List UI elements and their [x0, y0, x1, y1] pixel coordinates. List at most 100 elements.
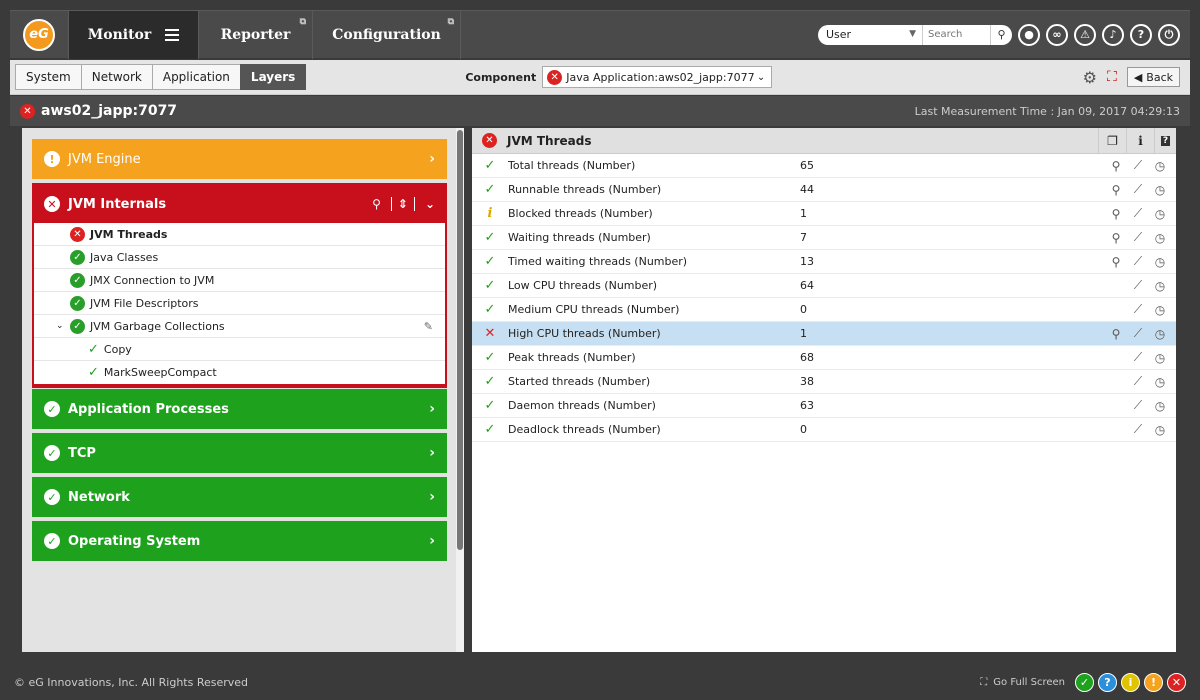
topology-icon[interactable]: ⛶	[1107, 69, 1117, 85]
warning-status-icon[interactable]: !	[1144, 672, 1163, 692]
menu-icon[interactable]	[165, 28, 180, 41]
detail-search-icon[interactable]: ⚲	[1111, 206, 1121, 221]
power-icon[interactable]: ⏻	[1158, 23, 1180, 46]
expand-chevron-icon[interactable]: ⌄	[56, 321, 64, 331]
layer-tcp[interactable]: ✓ TCP ›	[32, 433, 447, 473]
layer-network[interactable]: ✓ Network ›	[32, 477, 447, 517]
help-icon[interactable]: ?	[1130, 23, 1152, 46]
test-jvm-threads[interactable]: ✕ JVM Threads	[34, 223, 445, 246]
measure-value: 44	[800, 183, 814, 196]
tab-network[interactable]: Network	[80, 64, 153, 90]
measure-row[interactable]: ✓ Total threads (Number) 65 ⚲ ⟋ ◷	[472, 154, 1176, 178]
history-icon[interactable]: ◷	[1154, 422, 1166, 437]
layer-jvm-internals-header[interactable]: ✕ JVM Internals ⚲ ⇕ ⌄	[34, 185, 445, 223]
history-icon[interactable]: ◷	[1154, 326, 1166, 341]
history-icon[interactable]: ◷	[1154, 398, 1166, 413]
info-status-icon[interactable]: i	[1121, 672, 1140, 692]
search-input[interactable]	[922, 24, 990, 45]
tab-configuration[interactable]: Configuration ⧉	[312, 10, 460, 59]
test-jvm-garbage-collections[interactable]: ⌄ ✓ JVM Garbage Collections ✎	[34, 315, 445, 338]
measure-row[interactable]: ✓Low CPU threads (Number)64⚲⟋◷	[472, 274, 1176, 298]
graph-icon[interactable]: ⟋	[1133, 302, 1143, 316]
history-icon[interactable]: ◷	[1154, 158, 1166, 173]
critical-status-icon[interactable]: ✕	[1167, 672, 1186, 692]
graph-icon[interactable]: ⟋	[1133, 422, 1143, 436]
graph-icon[interactable]: ⟋	[1133, 206, 1143, 220]
history-icon[interactable]: ◷	[1154, 374, 1166, 389]
history-icon[interactable]: ◷	[1154, 278, 1166, 293]
measure-name: High CPU threads (Number)	[508, 327, 661, 340]
layer-jvm-engine[interactable]: ! JVM Engine ›	[32, 139, 447, 179]
search-icon[interactable]: ⚲	[990, 24, 1012, 45]
component-select[interactable]: ✕ Java Application:aws02_japp:7077 ⌄	[542, 66, 773, 88]
history-icon[interactable]: ◷	[1154, 182, 1166, 197]
full-screen-toggle[interactable]: ⛶ Go Full Screen	[980, 677, 1065, 688]
graph-icon[interactable]: ⟋	[1133, 326, 1143, 340]
measure-row[interactable]: ✓ Timed waiting threads (Number) 13 ⚲ ⟋ ◷	[472, 250, 1176, 274]
detail-search-icon[interactable]: ⚲	[1111, 158, 1121, 173]
user-select-value: User	[826, 27, 852, 41]
test-marksweepcompact[interactable]: ✓ MarkSweepCompact	[34, 361, 445, 384]
fullscreen-label: Go Full Screen	[993, 676, 1065, 688]
graph-icon[interactable]: ⟋	[1133, 374, 1143, 388]
measure-row[interactable]: ✓Peak threads (Number)68⚲⟋◷	[472, 346, 1176, 370]
gear-icon[interactable]: ⚙	[1082, 67, 1097, 87]
graph-icon[interactable]: ⟋	[1133, 398, 1143, 412]
tab-system[interactable]: System	[15, 64, 82, 90]
detail-search-icon[interactable]: ⚲	[1111, 182, 1121, 197]
graph-icon[interactable]: ⟋	[1133, 278, 1143, 292]
history-icon[interactable]: ◷	[1154, 254, 1166, 269]
detail-search-icon[interactable]: ⚲	[1111, 254, 1121, 269]
scrollbar-thumb[interactable]	[457, 130, 463, 550]
tab-layers[interactable]: Layers	[239, 64, 307, 90]
tab-reporter[interactable]: Reporter ⧉	[198, 10, 312, 59]
logo[interactable]: eG	[10, 11, 68, 59]
graph-icon[interactable]: ⟋	[1133, 230, 1143, 244]
measure-row[interactable]: ✓Started threads (Number)38⚲⟋◷	[472, 370, 1176, 394]
history-icon[interactable]: ◷	[1154, 206, 1166, 221]
test-copy[interactable]: ✓ Copy	[34, 338, 445, 361]
graph-icon[interactable]: ⟋	[1133, 350, 1143, 364]
detail-search-icon[interactable]: ⚲	[1111, 230, 1121, 245]
layer-operating-system[interactable]: ✓ Operating System ›	[32, 521, 447, 561]
measure-row[interactable]: ✓Daemon threads (Number)63⚲⟋◷	[472, 394, 1176, 418]
layer-label: JVM Internals	[68, 196, 167, 212]
help-doc-icon[interactable]: ?	[1154, 127, 1176, 154]
caret-down-icon: ▼	[909, 28, 916, 39]
measure-row[interactable]: ✕ High CPU threads (Number) 1 ⚲ ⟋ ◷	[472, 322, 1176, 346]
history-icon[interactable]: ◷	[1154, 230, 1166, 245]
graph-icon[interactable]: ⟋	[1133, 158, 1143, 172]
unknown-status-icon[interactable]: ?	[1098, 672, 1117, 692]
check-icon: ✓	[484, 374, 496, 389]
graph-icon[interactable]: ⟋	[1133, 254, 1143, 268]
edit-config-icon[interactable]: ✎	[423, 319, 433, 333]
info-icon[interactable]: i	[1126, 127, 1154, 154]
bell-icon[interactable]: ♪	[1102, 23, 1124, 46]
history-icon[interactable]: ◷	[1154, 302, 1166, 317]
layers-scrollbar[interactable]	[456, 128, 464, 652]
chevron-down-icon[interactable]: ⌄	[424, 197, 435, 211]
test-java-classes[interactable]: ✓ Java Classes	[34, 246, 445, 269]
tab-monitor[interactable]: Monitor	[68, 10, 198, 59]
measure-row[interactable]: ✓ Waiting threads (Number) 7 ⚲ ⟋ ◷	[472, 226, 1176, 250]
tab-application[interactable]: Application	[151, 64, 241, 90]
measure-row[interactable]: i Blocked threads (Number) 1 ⚲ ⟋ ◷	[472, 202, 1176, 226]
user-icon[interactable]: ●	[1018, 23, 1040, 46]
search-icon[interactable]: ⚲	[372, 197, 381, 211]
detail-search-icon[interactable]: ⚲	[1111, 326, 1121, 341]
windows-icon[interactable]: ❐	[1098, 127, 1126, 154]
graph-icon[interactable]: ⟋	[1133, 182, 1143, 196]
ok-status-icon[interactable]: ✓	[1075, 672, 1094, 692]
layer-application-processes[interactable]: ✓ Application Processes ›	[32, 389, 447, 429]
back-button[interactable]: ◀ Back	[1126, 67, 1180, 87]
measure-row[interactable]: ✓ Runnable threads (Number) 44 ⚲ ⟋ ◷	[472, 178, 1176, 202]
link-icon[interactable]: ∞	[1046, 23, 1068, 46]
test-jmx-connection[interactable]: ✓ JMX Connection to JVM	[34, 269, 445, 292]
test-jvm-file-descriptors[interactable]: ✓ JVM File Descriptors	[34, 292, 445, 315]
measure-row[interactable]: ✓Deadlock threads (Number)0⚲⟋◷	[472, 418, 1176, 442]
user-select[interactable]: User ▼	[818, 24, 922, 45]
measure-row[interactable]: ✓Medium CPU threads (Number)0⚲⟋◷	[472, 298, 1176, 322]
history-icon[interactable]: ◷	[1154, 350, 1166, 365]
alert-icon[interactable]: ⚠	[1074, 23, 1096, 46]
collapse-all-icon[interactable]: ⇕	[390, 197, 415, 211]
